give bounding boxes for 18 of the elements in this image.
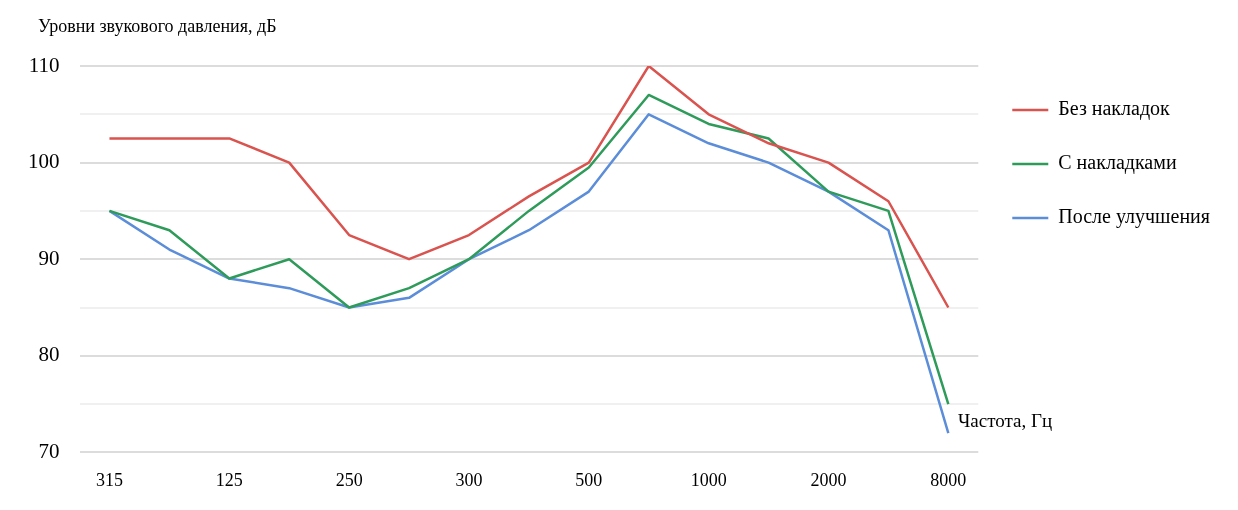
- legend-label: После улучшения: [1058, 205, 1210, 229]
- x-axis-title: Частота, Гц: [958, 410, 1053, 432]
- x-tick-label: 500: [575, 469, 603, 490]
- y-tick-label: 80: [38, 342, 60, 367]
- x-tick-label: 1000: [690, 469, 727, 490]
- legend-label: С накладками: [1058, 151, 1177, 175]
- y-axis-title: Уровни звукового давления, дБ: [38, 16, 277, 37]
- x-tick-label: 8000: [930, 469, 967, 490]
- legend-label: Без накладок: [1058, 97, 1171, 121]
- x-tick-label: 300: [455, 469, 483, 490]
- y-tick-label: 70: [38, 438, 60, 463]
- y-tick-label: 110: [28, 52, 60, 77]
- y-tick-label: 90: [38, 245, 60, 270]
- y-tick-label: 100: [28, 149, 60, 174]
- x-tick-label: 250: [335, 469, 363, 490]
- x-tick-label: 2000: [810, 469, 847, 490]
- x-tick-label: 315: [95, 469, 123, 490]
- x-tick-label: 125: [215, 469, 243, 490]
